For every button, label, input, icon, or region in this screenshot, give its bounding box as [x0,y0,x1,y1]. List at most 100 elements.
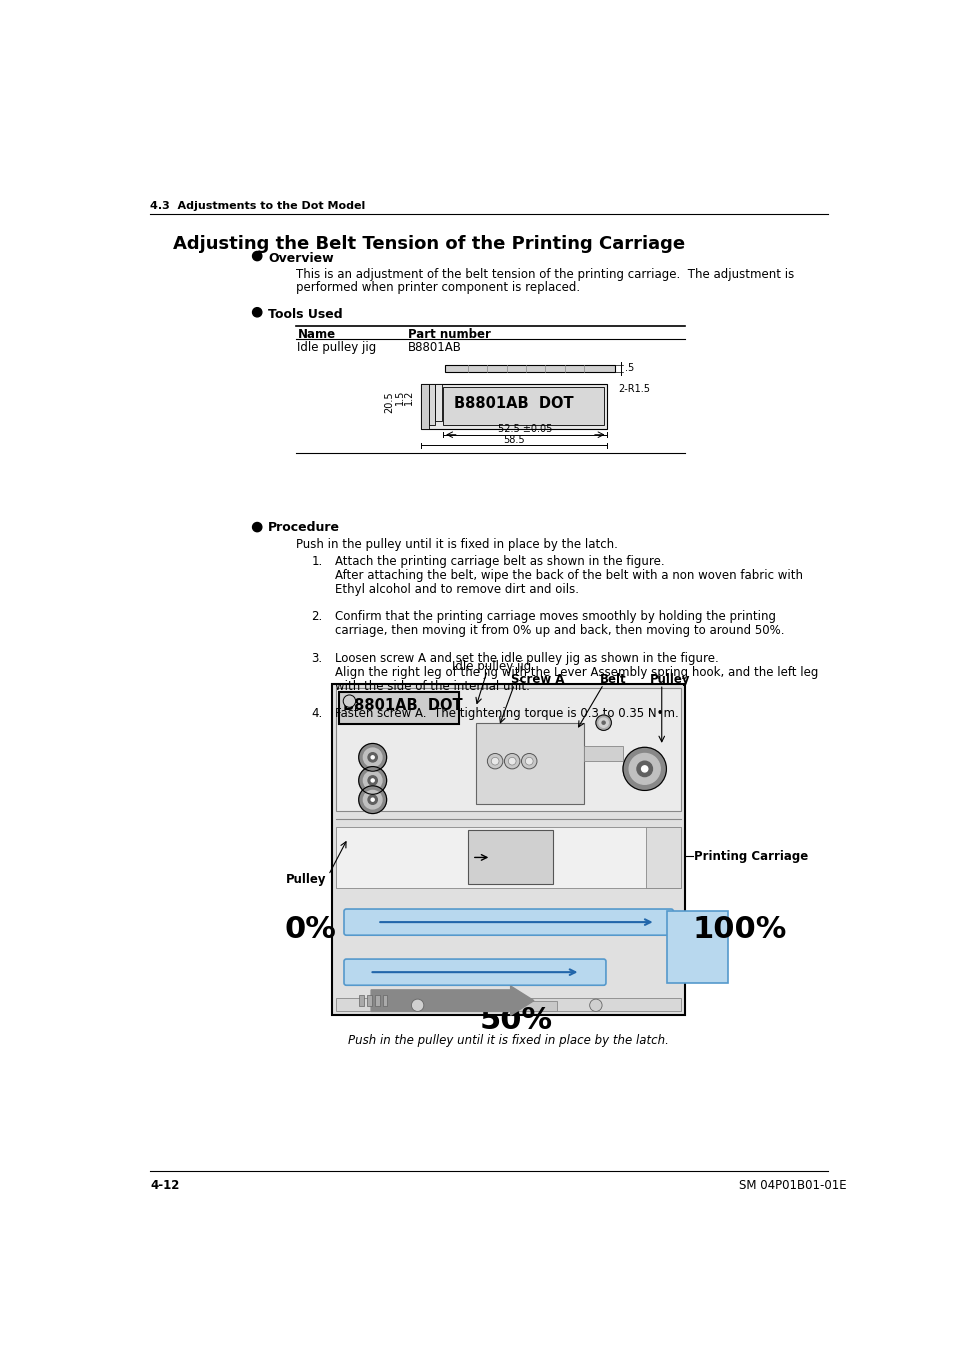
Circle shape [368,753,377,762]
Text: performed when printer component is replaced.: performed when printer component is repl… [295,281,579,295]
Circle shape [629,754,659,785]
Text: 4-12: 4-12 [150,1178,179,1192]
Text: Belt: Belt [599,673,626,686]
Bar [359,996,364,1006]
Text: with the side of the internal unit.: with the side of the internal unit. [335,680,529,693]
Text: Overview: Overview [268,253,334,265]
Text: Ethyl alcohol and to remove dirt and oils.: Ethyl alcohol and to remove dirt and oil… [335,582,578,596]
Circle shape [368,775,377,785]
Text: Fasten screw A.  The tightening torque is 0.3 to 0.35 N•m.: Fasten screw A. The tightening torque is… [335,708,678,720]
Bar [332,684,684,1016]
Circle shape [253,523,261,532]
Text: Confirm that the printing carriage moves smoothly by holding the printing: Confirm that the printing carriage moves… [335,611,775,623]
Text: 4.: 4. [311,708,322,720]
Bar [456,1001,557,1012]
FancyBboxPatch shape [344,909,673,935]
Circle shape [371,755,374,759]
Bar [382,996,387,1006]
Circle shape [641,766,647,771]
Circle shape [596,715,611,731]
Circle shape [598,719,608,727]
Text: Attach the printing carriage belt as shown in the figure.: Attach the printing carriage belt as sho… [335,555,663,567]
Circle shape [371,798,374,801]
Circle shape [589,1000,601,1012]
Text: 4.3  Adjustments to the Dot Model: 4.3 Adjustments to the Dot Model [150,201,365,211]
Text: SM 04P01B01-01E: SM 04P01B01-01E [739,1178,846,1192]
Bar [335,688,680,811]
Text: 20.5: 20.5 [383,392,394,413]
Bar [476,723,583,804]
Text: 2-R1.5: 2-R1.5 [618,384,650,394]
Circle shape [521,754,537,769]
Circle shape [371,780,374,782]
Circle shape [411,1000,423,1012]
Text: 52.5 ±0.05: 52.5 ±0.05 [497,424,552,434]
Bar [335,827,680,888]
Text: .5: .5 [624,363,633,373]
Text: Idle pulley jig: Idle pulley jig [297,340,376,354]
Text: Idle pulley jig: Idle pulley jig [451,659,530,673]
Bar [429,384,435,424]
Circle shape [508,758,516,765]
Circle shape [525,758,533,765]
Circle shape [363,771,381,790]
Text: 3.: 3. [311,651,322,665]
Bar [367,996,372,1006]
Text: Printing Carriage: Printing Carriage [694,850,808,863]
Circle shape [504,754,519,769]
Circle shape [253,251,261,261]
Bar [666,912,728,984]
Text: After attaching the belt, wipe the back of the belt with a non woven fabric with: After attaching the belt, wipe the back … [335,569,801,582]
Text: Name: Name [297,328,335,340]
Text: Push in the pulley until it is fixed in place by the latch.: Push in the pulley until it is fixed in … [348,1034,668,1047]
Bar [444,365,615,373]
Bar [421,384,607,428]
Bar [421,384,429,428]
Circle shape [368,794,377,804]
Text: 1.: 1. [311,555,322,567]
Bar [645,827,680,888]
Text: B8801AB  DOT: B8801AB DOT [343,698,462,713]
Text: 2.: 2. [311,611,322,623]
Circle shape [363,790,381,809]
Text: 1.5: 1.5 [395,390,404,405]
FancyBboxPatch shape [344,959,605,985]
Text: 100%: 100% [692,915,786,944]
Text: Push in the pulley until it is fixed in place by the latch.: Push in the pulley until it is fixed in … [295,538,618,551]
Text: Tools Used: Tools Used [268,308,342,322]
Text: B8801AB  DOT: B8801AB DOT [454,396,573,411]
Bar [335,997,680,1012]
Text: Part number: Part number [407,328,490,340]
FancyArrow shape [371,986,534,1016]
Text: Pulley: Pulley [649,673,690,686]
Circle shape [343,694,355,708]
Text: Adjusting the Belt Tension of the Printing Carriage: Adjusting the Belt Tension of the Printi… [173,235,685,253]
Text: Align the right leg of the jig with the Lever Assembly spring hook, and the left: Align the right leg of the jig with the … [335,666,818,678]
Bar [435,384,441,422]
Circle shape [601,721,604,724]
Bar [375,996,379,1006]
Circle shape [358,743,386,771]
Circle shape [622,747,666,790]
Bar [443,386,604,426]
Text: 50%: 50% [479,1006,552,1035]
Circle shape [358,786,386,813]
Bar [468,831,553,885]
Circle shape [491,758,498,765]
Circle shape [253,308,261,317]
Text: 58.5: 58.5 [503,435,525,444]
Text: This is an adjustment of the belt tension of the printing carriage.  The adjustm: This is an adjustment of the belt tensio… [295,267,793,281]
Text: 0%: 0% [284,915,335,944]
Text: B8801AB: B8801AB [407,340,461,354]
Circle shape [363,748,381,766]
Text: 1.2: 1.2 [404,390,414,405]
Text: Screw A: Screw A [510,673,563,686]
Bar [583,746,622,761]
Text: Pulley: Pulley [286,873,326,886]
Bar [338,692,458,724]
Text: Procedure: Procedure [268,521,339,534]
Circle shape [358,766,386,794]
Circle shape [637,761,652,777]
Text: carriage, then moving it from 0% up and back, then moving to around 50%.: carriage, then moving it from 0% up and … [335,624,783,638]
Text: Loosen screw A and set the idle pulley jig as shown in the figure.: Loosen screw A and set the idle pulley j… [335,651,718,665]
